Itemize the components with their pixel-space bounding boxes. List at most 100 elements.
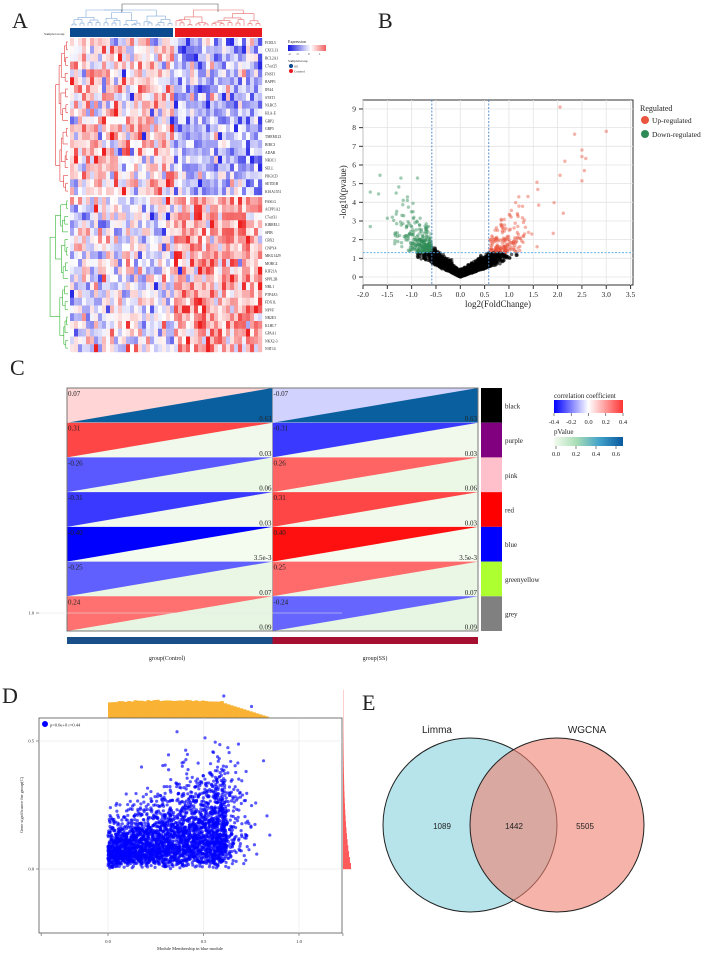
heatmap-cell	[102, 92, 107, 101]
heatmap-cell	[142, 155, 147, 164]
heatmap-cell	[206, 204, 211, 213]
heatmap-cell	[198, 235, 203, 244]
heatmap-cell	[226, 163, 231, 172]
heatmap-cell	[134, 197, 139, 205]
heatmap-cell	[166, 140, 171, 149]
heatmap-cell	[70, 243, 75, 252]
heatmap-cell	[190, 100, 195, 109]
volcano-point	[499, 222, 503, 227]
heatmap-cell	[118, 171, 123, 180]
heatmap-cell	[106, 61, 111, 70]
heatmap-cell	[138, 124, 143, 133]
heatmap-cell	[102, 290, 107, 298]
heatmap-cell	[150, 321, 155, 329]
heatmap-cell	[78, 243, 83, 252]
heatmap-cell	[134, 259, 139, 267]
heatmap-cell	[102, 124, 107, 133]
heatmap-cell	[74, 100, 79, 109]
heatmap-cell	[166, 108, 171, 117]
heatmap-cell	[226, 290, 231, 298]
heatmap-cell	[146, 124, 151, 133]
heatmap-cell	[182, 228, 187, 236]
heatmap-cell	[222, 243, 227, 252]
heatmap-cell	[234, 53, 239, 62]
heatmap-cell	[210, 61, 215, 70]
heatmap-cell	[70, 132, 75, 141]
heatmap-cell	[114, 85, 119, 94]
heatmap-cell	[194, 163, 199, 172]
heatmap-cell	[118, 61, 123, 70]
volcano-point	[427, 235, 431, 239]
heatmap-cell	[238, 251, 243, 260]
heatmap-cell	[110, 305, 115, 314]
heatmap-cell	[118, 313, 123, 322]
heatmap-cell	[126, 187, 131, 196]
heatmap-cell	[210, 163, 215, 172]
heatmap-cell	[198, 116, 203, 125]
heatmap-cell	[122, 321, 127, 329]
heatmap-cell	[186, 108, 191, 117]
heatmap-cell	[210, 197, 215, 205]
volcano-point	[503, 248, 507, 253]
heatmap-cell	[122, 132, 127, 141]
heatmap-cell	[186, 228, 191, 236]
heatmap-cell	[230, 259, 235, 267]
heatmap-cell	[178, 108, 183, 117]
heatmap-cell	[254, 204, 259, 213]
volcano-point	[427, 244, 432, 249]
heatmap-cell	[174, 266, 179, 275]
volcano-point	[428, 239, 432, 243]
volcano-point	[513, 200, 518, 205]
dendrogram-root	[121, 3, 219, 12]
volcano-point	[514, 240, 518, 244]
volcano-point	[424, 227, 429, 231]
heatmap-cell	[230, 100, 235, 109]
heatmap-cell	[142, 344, 147, 353]
heatmap-cell	[190, 204, 195, 213]
heatmap-cell	[170, 77, 175, 86]
heatmap-cell	[142, 297, 147, 306]
heatmap-cell	[210, 251, 215, 260]
volcano-point	[410, 244, 415, 248]
heatmap-cell	[106, 179, 111, 188]
heatmap-cell	[122, 100, 127, 109]
heatmap-cell	[86, 53, 91, 62]
volcano-point	[410, 246, 415, 250]
heatmap-cell	[202, 297, 207, 306]
heatmap-cell	[78, 259, 83, 267]
heatmap-cell	[138, 251, 143, 260]
heatmap-cell	[226, 212, 231, 221]
heatmap-cell	[74, 282, 79, 291]
volcano-point	[425, 244, 429, 248]
heatmap-cell	[154, 204, 159, 213]
volcano-point	[421, 239, 425, 243]
heatmap-cell	[138, 336, 143, 345]
heatmap-cell	[182, 163, 187, 172]
heatmap-cell	[70, 344, 75, 353]
heatmap-cell	[230, 328, 235, 337]
heatmap-cell	[86, 124, 91, 133]
heatmap-cell	[70, 251, 75, 260]
heatmap-cell	[94, 321, 99, 329]
volcano-point	[518, 236, 523, 241]
heatmap-cell	[146, 69, 151, 78]
heatmap-cell	[178, 38, 183, 47]
heatmap-cell	[106, 274, 111, 283]
volcano-point	[426, 246, 430, 250]
heatmap-cell	[210, 321, 215, 329]
heatmap-cell	[254, 140, 259, 149]
heatmap-cell	[126, 155, 131, 164]
volcano-point	[417, 248, 421, 252]
volcano-point	[494, 245, 498, 250]
gene-label: MKG1429	[265, 254, 281, 258]
heatmap-cell	[158, 61, 163, 70]
heatmap-cell	[222, 38, 227, 47]
heatmap-cell	[106, 38, 111, 47]
volcano-point	[411, 232, 415, 237]
heatmap-cell	[218, 290, 223, 298]
heatmap-cell	[94, 69, 99, 78]
heatmap-cell	[182, 297, 187, 306]
heatmap-cell	[94, 274, 99, 283]
heatmap-cell	[110, 124, 115, 133]
heatmap-cell	[198, 155, 203, 164]
